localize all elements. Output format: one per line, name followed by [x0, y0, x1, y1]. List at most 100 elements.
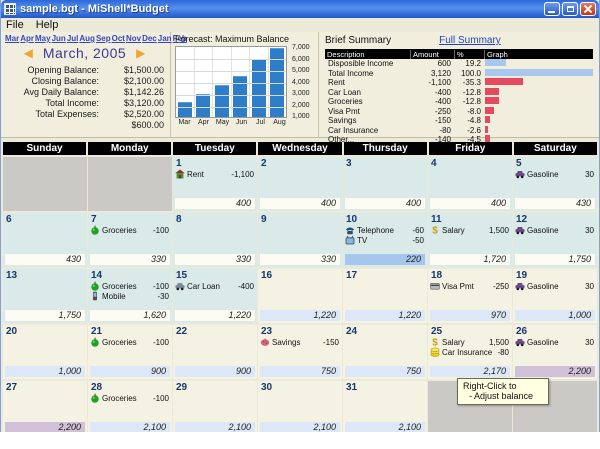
balance-strip[interactable]: 2,100	[175, 422, 255, 432]
day-cell-9[interactable]: 9 330	[258, 213, 342, 267]
balance-strip[interactable]: 2,100	[260, 422, 340, 432]
balance-strip[interactable]: 750	[345, 366, 425, 377]
transaction-entry[interactable]: Groceries -100	[88, 337, 172, 347]
balance-strip[interactable]: 970	[430, 310, 510, 321]
balance-strip[interactable]: 2,200	[5, 422, 85, 432]
balance-strip[interactable]: 1,000	[515, 310, 595, 321]
balance-strip[interactable]: 1,620	[90, 310, 170, 321]
month-nav-link-sep[interactable]: Sep	[95, 34, 111, 43]
balance-strip[interactable]: 330	[90, 254, 170, 265]
balance-strip[interactable]: 2,100	[90, 422, 170, 432]
balance-strip[interactable]: 900	[175, 366, 255, 377]
month-nav-link-jan[interactable]: Jan	[157, 34, 172, 43]
balance-strip[interactable]: 430	[5, 254, 85, 265]
transaction-entry[interactable]: Groceries -100	[88, 393, 172, 403]
balance-strip[interactable]: 1,720	[430, 254, 510, 265]
day-cell-1[interactable]: 1 Rent -1,100 400	[173, 157, 257, 211]
empty-day-cell[interactable]	[88, 157, 172, 211]
transaction-entry[interactable]: Mobile -30	[88, 291, 172, 301]
minimize-button[interactable]	[544, 2, 560, 16]
day-cell-22[interactable]: 22 900	[173, 325, 257, 379]
balance-strip[interactable]: 400	[175, 198, 255, 209]
day-cell-2[interactable]: 2 400	[258, 157, 342, 211]
menu-help[interactable]: Help	[35, 19, 59, 31]
day-cell-29[interactable]: 29 2,100	[173, 381, 257, 432]
month-nav-link-aug[interactable]: Aug	[79, 34, 95, 43]
transaction-entry[interactable]: Gasoline 30	[513, 281, 597, 291]
day-cell-3[interactable]: 3 400	[343, 157, 427, 211]
day-cell-18[interactable]: 18 Visa Pmt -250 970	[428, 269, 512, 323]
transaction-entry[interactable]: Visa Pmt -250	[428, 281, 512, 291]
day-cell-19[interactable]: 19 Gasoline 30 1,000	[513, 269, 597, 323]
day-cell-7[interactable]: 7 Groceries -100 330	[88, 213, 172, 267]
balance-strip[interactable]: 400	[345, 198, 425, 209]
day-cell-30[interactable]: 30 2,100	[258, 381, 342, 432]
balance-strip[interactable]: 330	[260, 254, 340, 265]
day-cell-25[interactable]: 25 $ Salary 1,500 Car Insurance -80 2,170	[428, 325, 512, 379]
next-month-arrow[interactable]: ▶	[136, 46, 146, 60]
day-cell-12[interactable]: 12 Gasoline 30 1,750	[513, 213, 597, 267]
transaction-entry[interactable]: Groceries -100	[88, 281, 172, 291]
day-cell-16[interactable]: 16 1,220	[258, 269, 342, 323]
day-cell-27[interactable]: 27 2,200	[3, 381, 87, 432]
month-nav-link-jun[interactable]: Jun	[51, 34, 66, 43]
day-cell-13[interactable]: 13 1,750	[3, 269, 87, 323]
transaction-entry[interactable]: Gasoline 30	[513, 225, 597, 235]
balance-strip[interactable]: 430	[515, 198, 595, 209]
balance-strip[interactable]: 220	[345, 254, 425, 265]
balance-strip[interactable]: 1,220	[260, 310, 340, 321]
transaction-entry[interactable]: Rent -1,100	[173, 169, 257, 179]
day-cell-23[interactable]: 23 Savings -150 750	[258, 325, 342, 379]
transaction-entry[interactable]: Car Loan -400	[173, 281, 257, 291]
menu-file[interactable]: File	[6, 19, 24, 31]
day-cell-5[interactable]: 5 Gasoline 30 430	[513, 157, 597, 211]
day-cell-6[interactable]: 6 430	[3, 213, 87, 267]
month-nav-link-feb[interactable]: Feb	[172, 34, 187, 43]
day-cell-4[interactable]: 4 400	[428, 157, 512, 211]
day-cell-10[interactable]: 10 Telephone -60 TV -50 220	[343, 213, 427, 267]
balance-strip[interactable]: 2,200	[515, 366, 595, 377]
full-summary-link[interactable]: Full Summary	[439, 35, 501, 46]
balance-strip[interactable]: 1,220	[345, 310, 425, 321]
transaction-entry[interactable]: Savings -150	[258, 337, 342, 347]
month-nav-link-jul[interactable]: Jul	[66, 34, 79, 43]
day-cell-14[interactable]: 14 Groceries -100 Mobile -30 1,620	[88, 269, 172, 323]
balance-strip[interactable]: 1,750	[515, 254, 595, 265]
transaction-entry[interactable]: Gasoline 30	[513, 337, 597, 347]
balance-strip[interactable]: 1,220	[175, 310, 255, 321]
balance-strip[interactable]: 1,000	[5, 366, 85, 377]
empty-day-cell[interactable]	[3, 157, 87, 211]
balance-strip[interactable]: 2,100	[345, 422, 425, 432]
day-cell-24[interactable]: 24 750	[343, 325, 427, 379]
month-nav-link-dec[interactable]: Dec	[142, 34, 157, 43]
balance-strip[interactable]: 1,750	[5, 310, 85, 321]
transaction-entry[interactable]: Telephone -60	[343, 225, 427, 235]
transaction-entry[interactable]: $ Salary 1,500	[428, 337, 512, 349]
restore-button[interactable]	[562, 2, 578, 16]
month-nav-link-apr[interactable]: Apr	[20, 34, 35, 43]
month-nav-link-may[interactable]: May	[35, 34, 51, 43]
balance-strip[interactable]: 900	[90, 366, 170, 377]
balance-strip[interactable]: 750	[260, 366, 340, 377]
transaction-entry[interactable]: Gasoline 30	[513, 169, 597, 179]
month-nav-link-nov[interactable]: Nov	[125, 34, 142, 43]
prev-month-arrow[interactable]: ◀	[23, 46, 33, 60]
day-cell-20[interactable]: 20 1,000	[3, 325, 87, 379]
month-nav-link-oct[interactable]: Oct	[111, 34, 125, 43]
balance-strip[interactable]: 400	[260, 198, 340, 209]
day-cell-31[interactable]: 31 2,100	[343, 381, 427, 432]
balance-strip[interactable]: 330	[175, 254, 255, 265]
day-cell-28[interactable]: 28 Groceries -100 2,100	[88, 381, 172, 432]
day-cell-15[interactable]: 15 Car Loan -400 1,220	[173, 269, 257, 323]
day-cell-17[interactable]: 17 1,220	[343, 269, 427, 323]
title-bar[interactable]: sample.bgt - MiShell*Budget	[1, 0, 599, 18]
close-button[interactable]	[580, 2, 596, 16]
month-nav-link-mar[interactable]: Mar	[5, 34, 20, 43]
transaction-entry[interactable]: TV -50	[343, 235, 427, 245]
day-cell-26[interactable]: 26 Gasoline 30 2,200	[513, 325, 597, 379]
day-cell-8[interactable]: 8 330	[173, 213, 257, 267]
transaction-entry[interactable]: $ Salary 1,500	[428, 225, 512, 237]
day-cell-11[interactable]: 11 $ Salary 1,500 1,720	[428, 213, 512, 267]
balance-strip[interactable]: 2,170	[430, 366, 510, 377]
day-cell-21[interactable]: 21 Groceries -100 900	[88, 325, 172, 379]
